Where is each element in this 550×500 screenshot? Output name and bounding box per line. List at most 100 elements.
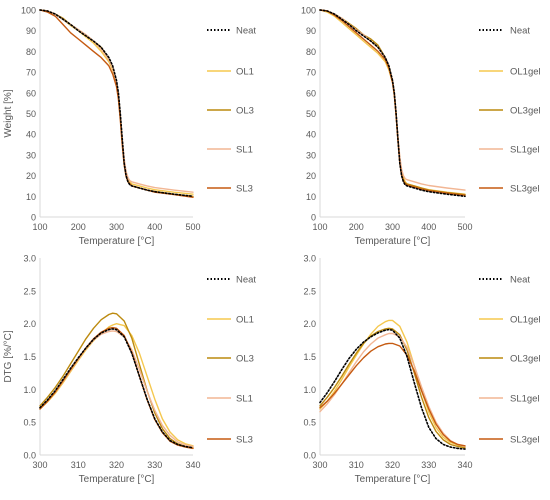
y-tick-label: 0.0 bbox=[303, 451, 316, 461]
x-tick-label: 340 bbox=[185, 460, 200, 470]
legend-label: SL3gel bbox=[510, 435, 540, 446]
y-tick-label: 100 bbox=[21, 6, 36, 16]
y-tick-label: 3.0 bbox=[23, 254, 36, 264]
y-tick-label: 0 bbox=[31, 213, 36, 223]
series-line-sl3 bbox=[39, 326, 194, 450]
x-tick-label: 400 bbox=[421, 222, 436, 232]
y-tick-label: 2.5 bbox=[303, 286, 316, 296]
x-tick-label: 200 bbox=[71, 222, 86, 232]
series-line-ol1 bbox=[39, 9, 194, 195]
y-tick-label: 40 bbox=[306, 130, 316, 140]
y-tick-label: 50 bbox=[306, 109, 316, 119]
y-tick-label: 80 bbox=[26, 47, 36, 57]
series-line-ol1gel bbox=[319, 9, 466, 195]
y-axis-title: Weight [%] bbox=[3, 89, 14, 137]
x-axis-title: Temperature [°C] bbox=[79, 474, 155, 485]
x-tick-label: 100 bbox=[32, 222, 47, 232]
y-tick-label: 80 bbox=[306, 47, 316, 57]
y-tick-label: 10 bbox=[306, 192, 316, 202]
legend-label: SL3gel bbox=[510, 184, 540, 195]
legend: Neat OL1 OL3 SL1 SL3 bbox=[207, 275, 256, 446]
series-line-neat bbox=[39, 328, 194, 449]
legend-label: SL1 bbox=[236, 394, 253, 405]
series-line-sl3 bbox=[39, 9, 194, 199]
series-line-sl1 bbox=[39, 330, 194, 448]
legend-label: Neat bbox=[236, 275, 256, 286]
x-tick-label: 500 bbox=[185, 222, 200, 232]
y-tick-label: 1.0 bbox=[303, 385, 316, 395]
legend-label: OL1gel bbox=[510, 67, 541, 78]
x-tick-label: 320 bbox=[385, 460, 400, 470]
series-line-neat bbox=[319, 9, 466, 198]
legend-label: OL1gel bbox=[510, 315, 541, 326]
x-tick-label: 300 bbox=[312, 460, 327, 470]
y-axis-title: DTG [%/°C] bbox=[3, 330, 14, 383]
x-axis-title: Temperature [°C] bbox=[355, 474, 431, 485]
x-tick-label: 330 bbox=[421, 460, 436, 470]
y-tick-label: 1.0 bbox=[23, 385, 36, 395]
y-tick-label: 60 bbox=[26, 88, 36, 98]
chart-panel-3: 0.0 0.5 1.0 1.5 2.0 2.5 3.0 300 310 320 330 340 Temp… bbox=[3, 254, 256, 486]
x-axis-title: Temperature [°C] bbox=[79, 236, 155, 247]
y-tick-label: 30 bbox=[26, 150, 36, 160]
series-line-sl3gel bbox=[319, 342, 466, 447]
y-tick-label: 10 bbox=[26, 192, 36, 202]
legend-label: SL3 bbox=[236, 184, 253, 195]
series-line-ol3gel bbox=[319, 9, 466, 196]
y-tick-label: 2.0 bbox=[23, 319, 36, 329]
chart-panel-4: 0.0 0.5 1.0 1.5 2.0 2.5 3.0 300 310 320 330 340 Temp… bbox=[303, 254, 540, 486]
y-tick-label: 1.5 bbox=[23, 352, 36, 362]
y-tick-label: 90 bbox=[26, 26, 36, 36]
legend-label: SL1gel bbox=[510, 145, 540, 156]
x-tick-label: 100 bbox=[312, 222, 327, 232]
legend: Neat OL1 OL3 SL1 SL3 bbox=[207, 26, 256, 195]
x-tick-label: 300 bbox=[109, 222, 124, 232]
series-line-neat bbox=[319, 328, 466, 450]
legend-label: SL3 bbox=[236, 435, 253, 446]
x-tick-label: 500 bbox=[457, 222, 472, 232]
y-tick-label: 0.5 bbox=[23, 418, 36, 428]
series-line-ol3gel bbox=[319, 327, 466, 449]
y-tick-label: 30 bbox=[306, 150, 316, 160]
x-tick-label: 200 bbox=[349, 222, 364, 232]
y-tick-label: 20 bbox=[26, 171, 36, 181]
legend-label: OL3 bbox=[236, 106, 254, 117]
x-tick-label: 340 bbox=[457, 460, 472, 470]
y-tick-label: 100 bbox=[301, 6, 316, 16]
series-line-ol3 bbox=[39, 312, 194, 449]
series-line-ol3 bbox=[39, 9, 194, 198]
y-tick-label: 0 bbox=[311, 213, 316, 223]
x-tick-label: 330 bbox=[147, 460, 162, 470]
series-line-sl1gel bbox=[319, 332, 466, 448]
series-line-neat bbox=[39, 9, 194, 198]
series-line-ol1 bbox=[39, 323, 194, 447]
x-tick-label: 400 bbox=[147, 222, 162, 232]
legend-label: SL1 bbox=[236, 145, 253, 156]
y-tick-label: 2.0 bbox=[303, 319, 316, 329]
legend: Neat OL1gel OL3gel SL1gel SL3gel bbox=[479, 275, 541, 446]
legend-label: OL3gel bbox=[510, 354, 541, 365]
y-tick-label: 90 bbox=[306, 26, 316, 36]
x-tick-label: 310 bbox=[349, 460, 364, 470]
y-tick-label: 0.0 bbox=[23, 451, 36, 461]
legend-label: OL3 bbox=[236, 354, 254, 365]
legend-label: Neat bbox=[236, 26, 256, 37]
y-tick-label: 70 bbox=[26, 68, 36, 78]
y-tick-label: 0.5 bbox=[303, 418, 316, 428]
legend-label: SL1gel bbox=[510, 394, 540, 405]
x-tick-label: 300 bbox=[32, 460, 47, 470]
legend-label: Neat bbox=[510, 275, 530, 286]
y-tick-label: 70 bbox=[306, 68, 316, 78]
chart-panel-2: 0 10 20 30 40 50 60 70 80 90 100 100 200 300 400 500 Tem… bbox=[301, 6, 541, 248]
legend: Neat OL1gel OL3gel SL1gel SL3gel bbox=[479, 26, 541, 195]
series-line-sl1 bbox=[39, 9, 194, 193]
legend-label: OL3gel bbox=[510, 106, 541, 117]
x-tick-label: 300 bbox=[385, 222, 400, 232]
legend-label: OL1 bbox=[236, 67, 254, 78]
x-tick-label: 310 bbox=[71, 460, 86, 470]
series-line-sl1gel bbox=[319, 9, 466, 191]
y-tick-label: 2.5 bbox=[23, 286, 36, 296]
x-axis-title: Temperature [°C] bbox=[355, 236, 431, 247]
x-tick-label: 320 bbox=[109, 460, 124, 470]
